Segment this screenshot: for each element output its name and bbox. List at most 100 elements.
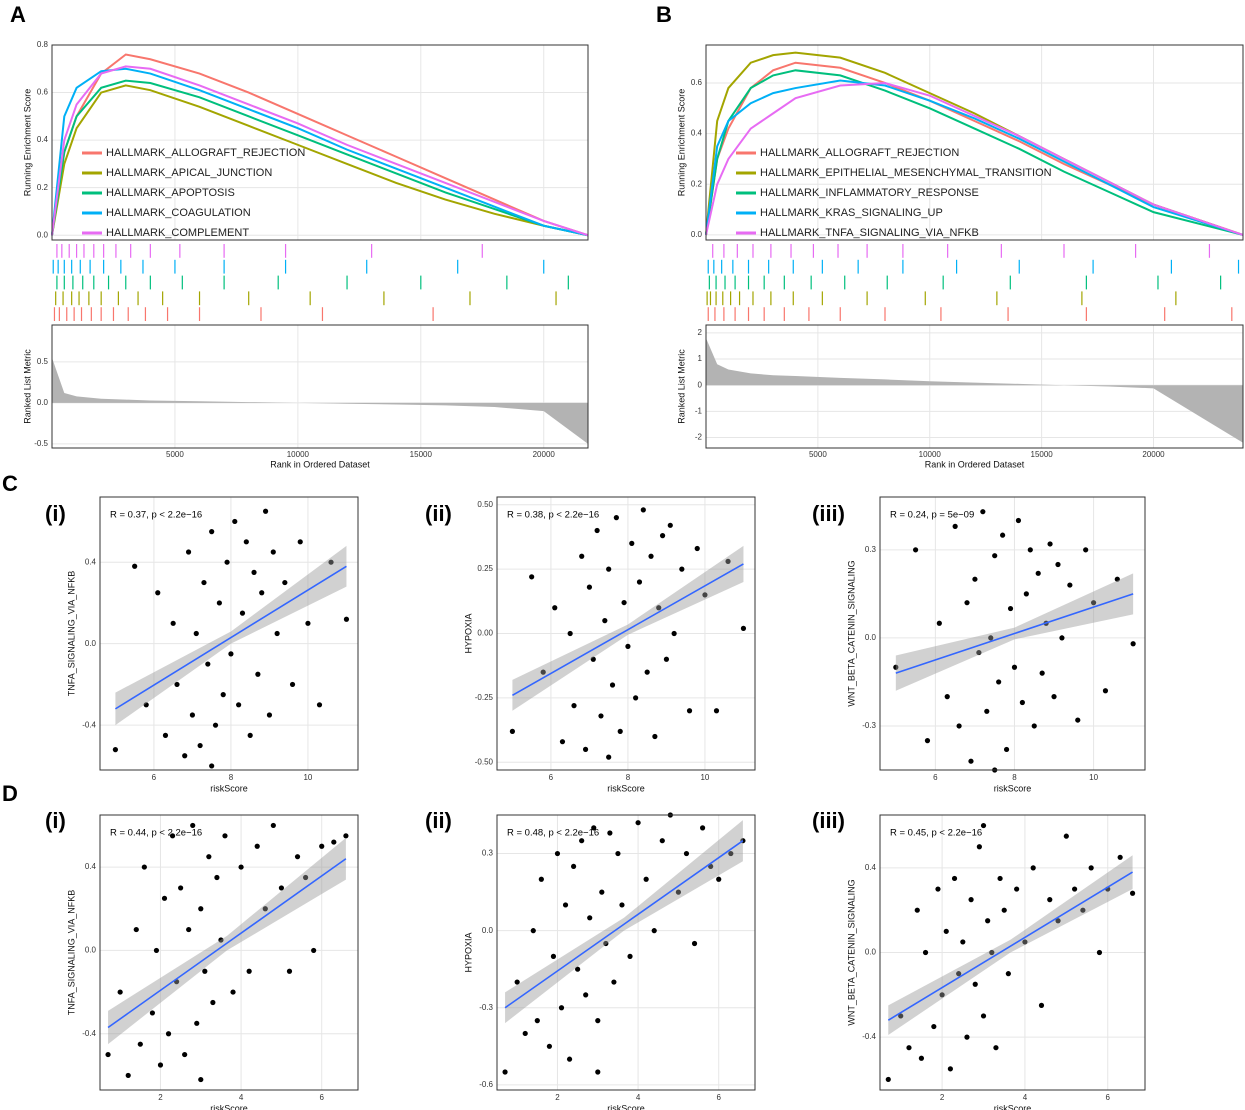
point [286,968,293,974]
point [988,635,994,641]
point [302,874,309,881]
point [598,713,604,719]
es-curve [51,79,589,237]
scatter-plot: C (i) -0.4 0.0 0.4 6 8 10 R = 0.37, p < 2.2e−16 r… [2,471,359,793]
y-tick-label: 0.0 [865,948,877,957]
point [289,681,296,688]
point [198,906,204,912]
point [540,669,546,675]
point [222,833,228,839]
y-tick-label: -0.3 [862,721,876,730]
point [629,540,635,546]
point [270,549,276,555]
x-tick-label: 10000 [287,450,310,459]
point [935,886,941,892]
point [964,1034,970,1040]
point [198,1076,204,1083]
point [1067,582,1073,588]
point [239,610,246,616]
y-tick-label: 0.0 [865,633,877,642]
x-axis-title: riskScore [994,783,1032,793]
point [251,569,257,575]
point [956,971,962,977]
point [1007,605,1014,612]
point [640,507,646,513]
point [153,947,160,954]
x-tick-label: 2 [158,1093,163,1102]
point [331,839,337,845]
y-tick-label: 0.0 [85,946,97,955]
x-tick-label: 6 [933,773,938,782]
metric-tick-label: 1 [698,354,703,363]
point [157,1062,164,1068]
subpanel-label: (i) [45,808,66,833]
point [205,661,211,667]
point [133,926,139,933]
y-tick-label: 0.4 [37,135,49,144]
es-frame [51,44,589,241]
point [656,605,662,611]
legend-label: HALLMARK_APICAL_JUNCTION [106,167,272,179]
x-axis-title: riskScore [210,783,248,793]
point [590,656,596,662]
metric-tick-label: 0 [698,380,703,389]
metric-frame [51,324,589,449]
point [1063,833,1069,839]
point [686,708,693,714]
y-tick-label: -0.50 [475,757,494,766]
point [636,579,643,585]
point [255,671,261,677]
fit-line [114,565,347,710]
point [343,616,350,622]
point [912,547,919,553]
point [619,902,625,908]
x-tick-label: 20000 [1142,450,1165,459]
point [607,830,613,836]
scatter-plot: (iii) -0.3 0.0 0.3 6 8 10 R = 0.24, p = 5e−09 ri… [812,496,1146,793]
confidence-band [108,837,346,1045]
point [725,558,731,564]
y-axis-title: HYPOXIA [463,932,473,972]
point [583,992,589,998]
point [316,702,323,708]
point [1055,561,1061,568]
point [262,906,268,912]
legend-label: HALLMARK_EPITHELIAL_MESENCHYMAL_TRANSITI… [760,167,1052,179]
point [918,1055,925,1061]
point [691,940,698,947]
y-tick-label: 0.4 [85,862,97,871]
point [530,928,536,934]
y-tick-label: 0.3 [865,545,877,554]
point [246,968,252,974]
point [635,820,641,826]
y-tick-label: -0.4 [862,1032,876,1041]
point [594,527,600,534]
point [201,579,207,586]
point [1038,1002,1045,1008]
point [112,747,119,753]
panel-label: B [656,2,672,27]
point [643,876,649,882]
x-axis-title: riskScore [994,1103,1032,1110]
point [550,953,557,959]
point [956,723,962,729]
point [713,708,720,714]
point [671,630,677,637]
point [972,981,978,987]
legend-label: HALLMARK_ALLOGRAFT_REJECTION [106,147,305,159]
x-tick-label: 4 [1023,1093,1028,1102]
point [627,953,633,959]
point [591,825,597,831]
point [1096,949,1103,956]
x-tick-label: 8 [626,773,631,782]
point [996,679,1002,685]
point [212,722,219,728]
point [546,1043,553,1049]
panel-label: A [10,2,26,27]
point [885,1076,891,1083]
point [502,1069,508,1075]
point [595,1069,601,1075]
point [1059,635,1065,641]
point [570,863,577,870]
point [509,728,516,734]
